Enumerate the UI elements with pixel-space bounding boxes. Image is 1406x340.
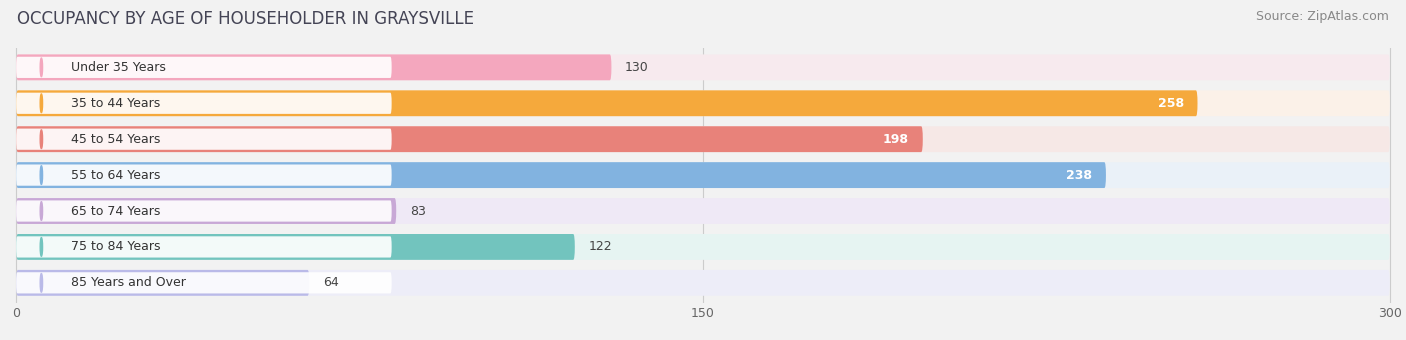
FancyBboxPatch shape <box>17 93 392 114</box>
Text: 198: 198 <box>883 133 910 146</box>
FancyBboxPatch shape <box>17 234 1389 260</box>
FancyBboxPatch shape <box>17 234 575 260</box>
FancyBboxPatch shape <box>17 165 392 186</box>
Text: 238: 238 <box>1066 169 1092 182</box>
FancyBboxPatch shape <box>17 270 309 296</box>
FancyBboxPatch shape <box>17 90 1389 116</box>
Text: 45 to 54 Years: 45 to 54 Years <box>72 133 160 146</box>
Text: 130: 130 <box>626 61 650 74</box>
Text: 55 to 64 Years: 55 to 64 Years <box>72 169 160 182</box>
FancyBboxPatch shape <box>17 198 1389 224</box>
Circle shape <box>41 202 42 220</box>
Text: 122: 122 <box>589 240 612 253</box>
Text: 258: 258 <box>1157 97 1184 110</box>
FancyBboxPatch shape <box>17 162 1107 188</box>
Circle shape <box>41 238 42 256</box>
FancyBboxPatch shape <box>17 54 612 80</box>
Circle shape <box>41 94 42 113</box>
Text: Under 35 Years: Under 35 Years <box>72 61 166 74</box>
Text: 75 to 84 Years: 75 to 84 Years <box>72 240 160 253</box>
Circle shape <box>41 58 42 77</box>
Text: 83: 83 <box>411 205 426 218</box>
Circle shape <box>41 273 42 292</box>
FancyBboxPatch shape <box>17 162 1389 188</box>
FancyBboxPatch shape <box>17 126 922 152</box>
Circle shape <box>41 166 42 184</box>
Circle shape <box>41 130 42 149</box>
Text: 85 Years and Over: 85 Years and Over <box>72 276 186 289</box>
FancyBboxPatch shape <box>17 200 392 222</box>
FancyBboxPatch shape <box>17 90 1198 116</box>
FancyBboxPatch shape <box>17 57 392 78</box>
FancyBboxPatch shape <box>17 129 392 150</box>
FancyBboxPatch shape <box>17 272 392 293</box>
FancyBboxPatch shape <box>17 236 392 257</box>
FancyBboxPatch shape <box>17 54 1389 80</box>
FancyBboxPatch shape <box>17 270 1389 296</box>
Text: OCCUPANCY BY AGE OF HOUSEHOLDER IN GRAYSVILLE: OCCUPANCY BY AGE OF HOUSEHOLDER IN GRAYS… <box>17 10 474 28</box>
Text: 65 to 74 Years: 65 to 74 Years <box>72 205 160 218</box>
Text: 64: 64 <box>323 276 339 289</box>
Text: Source: ZipAtlas.com: Source: ZipAtlas.com <box>1256 10 1389 23</box>
FancyBboxPatch shape <box>17 126 1389 152</box>
Text: 35 to 44 Years: 35 to 44 Years <box>72 97 160 110</box>
FancyBboxPatch shape <box>17 198 396 224</box>
